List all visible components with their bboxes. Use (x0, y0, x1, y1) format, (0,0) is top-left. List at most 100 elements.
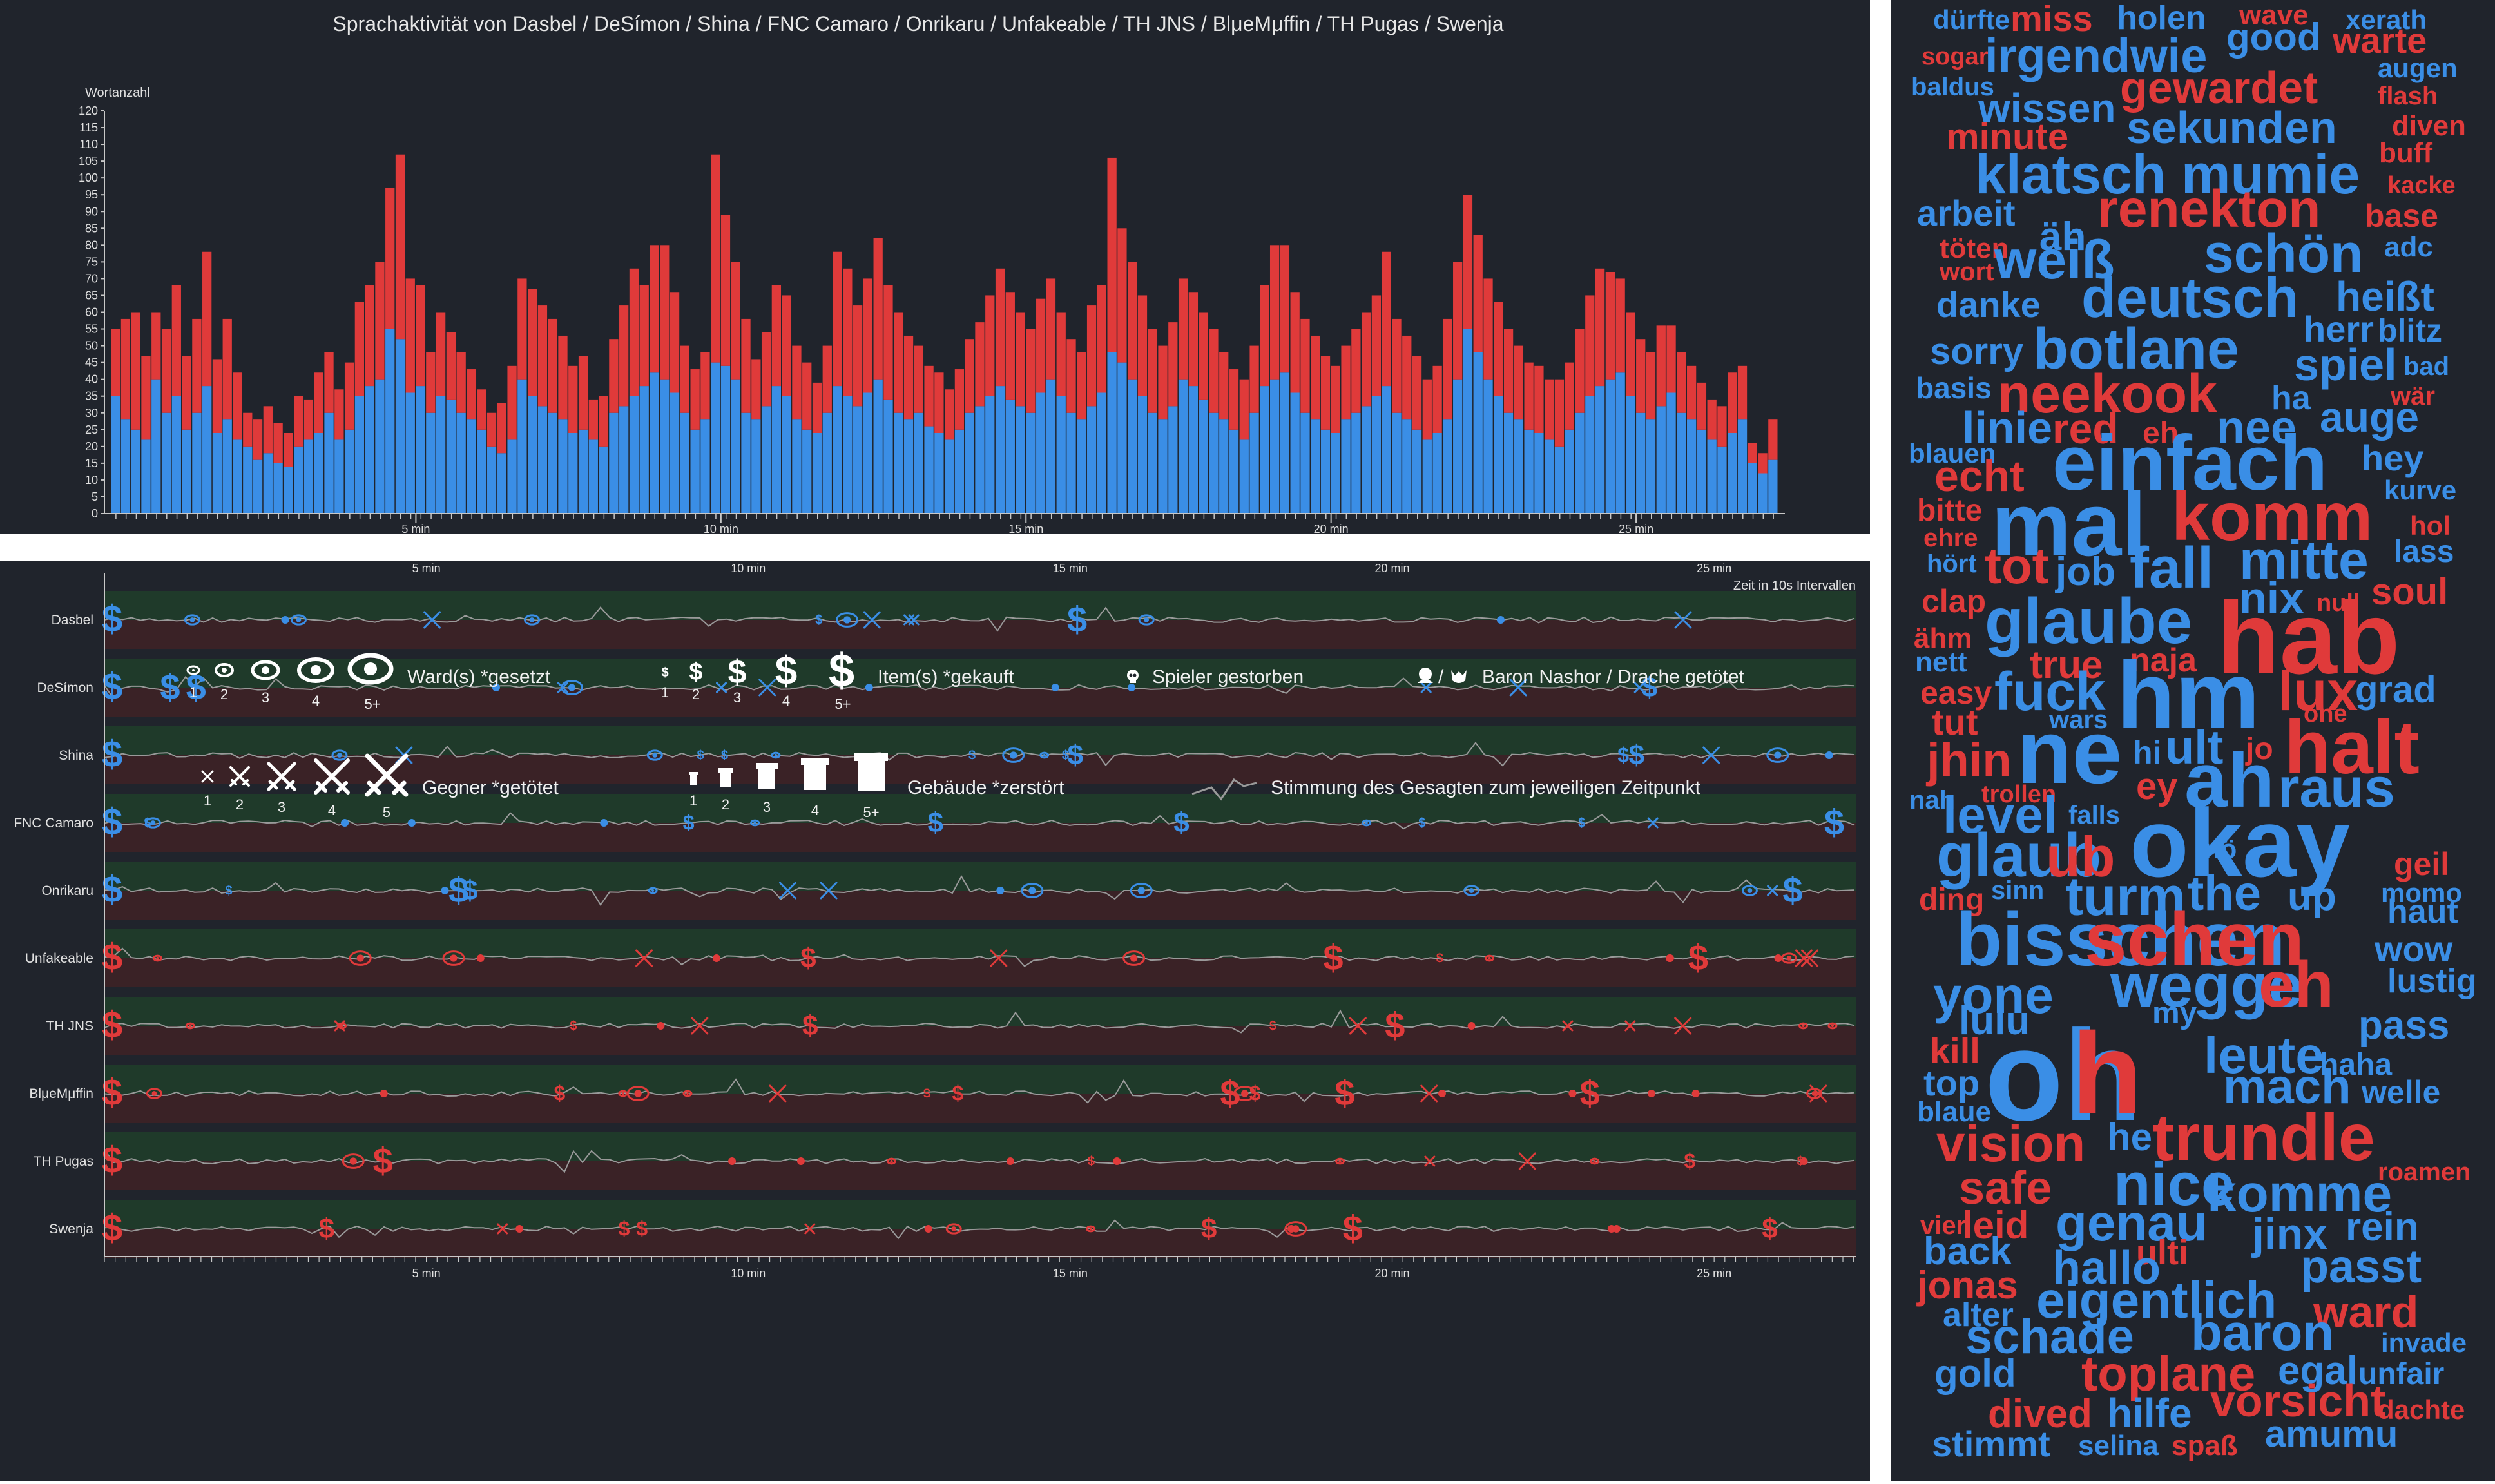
timeline-top-tick-label: 5 min (412, 562, 441, 575)
bar-blue-segment (1148, 412, 1157, 514)
bar-blue-segment (965, 412, 974, 514)
bar-red-segment (192, 318, 202, 413)
bar-blue-segment (792, 419, 802, 514)
skull-icon (1496, 616, 1505, 624)
bar-blue-segment (599, 446, 608, 514)
bar-red-segment (375, 262, 385, 380)
bar-red-segment (528, 289, 537, 396)
bar-red-segment (1615, 278, 1625, 373)
skull-icon (1568, 1090, 1577, 1097)
bar-red-segment (1351, 329, 1361, 413)
player-label: TH Pugas (34, 1154, 93, 1169)
crossed-swords-icon (804, 1223, 816, 1235)
bar-blue-segment (1748, 463, 1757, 514)
bar-blue-segment (903, 419, 914, 514)
bar-blue-segment (405, 392, 415, 514)
bar-red-segment (446, 332, 456, 400)
eye-icon (1463, 885, 1480, 896)
bar-blue-segment (1392, 412, 1402, 514)
bar-blue-segment (883, 399, 893, 514)
bar-red-segment (1585, 295, 1595, 396)
bar-blue-segment (1351, 412, 1361, 514)
bar-red-segment (253, 419, 263, 460)
eye-icon (152, 954, 162, 962)
bar-blue-segment (833, 386, 842, 514)
bar-blue-segment (1300, 412, 1310, 514)
bar-blue-segment (619, 406, 629, 514)
bar-red-segment (1077, 352, 1086, 420)
crossed-swords-icon (1518, 1152, 1536, 1170)
bar-red-segment (1128, 262, 1137, 380)
eye-icon (1039, 751, 1050, 759)
bar-red-segment (1453, 262, 1463, 380)
eye-icon (1741, 885, 1758, 896)
bar-red-segment (812, 382, 822, 433)
bar-blue-segment (1188, 386, 1199, 514)
bar-blue-segment (1524, 429, 1534, 514)
bar-blue-segment (1575, 412, 1585, 514)
bar-red-segment (741, 318, 751, 413)
bar-blue-segment (303, 439, 314, 514)
skull-icon (657, 1022, 665, 1030)
y-tick-label: 20 (85, 440, 98, 453)
x-tick-label: 5 min (401, 523, 430, 534)
eye-icon (1122, 950, 1146, 966)
bar-red-segment (578, 356, 588, 430)
player-label: Shina (59, 748, 93, 763)
bar-red-segment (1686, 365, 1697, 420)
bar-blue-segment (914, 412, 923, 514)
dollar-icon: $ (697, 749, 704, 763)
bar-blue-segment (436, 396, 446, 514)
crossed-swords-icon (334, 1020, 345, 1032)
lane-positive-band (104, 726, 1856, 755)
sentiment-line (104, 812, 1855, 830)
bar-red-segment (222, 318, 232, 420)
dollar-icon: $ (728, 653, 747, 691)
player-label: Swenja (49, 1222, 93, 1237)
bar-red-segment (1748, 443, 1757, 463)
bar-red-segment (558, 335, 568, 420)
bar-red-segment (141, 356, 151, 440)
dollar-icon: $ (102, 1207, 122, 1249)
bar-red-segment (1422, 379, 1432, 440)
bar-blue-segment (1107, 352, 1117, 514)
bar-blue-segment (1534, 433, 1544, 514)
crossed-swords-icon (1702, 746, 1720, 764)
bar-blue-segment (894, 412, 903, 514)
bar-blue-segment (1615, 372, 1625, 514)
bar-blue-segment (528, 396, 537, 514)
eye-icon (251, 660, 280, 680)
lane-negative-band (104, 620, 1856, 649)
bar-blue-segment (680, 412, 689, 514)
bar-red-segment (1219, 352, 1229, 420)
skull-icon (1051, 684, 1059, 691)
dollar-icon: $ (1418, 816, 1425, 831)
lane-negative-band (104, 1161, 1856, 1190)
bar-red-segment (771, 285, 782, 387)
bar-blue-segment (446, 399, 456, 514)
bar-red-segment (1371, 295, 1382, 396)
item-count-3: 3 (733, 689, 741, 706)
eye-icon (1130, 883, 1153, 898)
speech-activity-chart: Sprachaktivität von Dasbel / DeSímon / S… (79, 12, 1785, 535)
dollar-icon: $ (619, 1217, 630, 1240)
y-tick-label: 115 (79, 121, 98, 134)
bar-blue-segment (192, 412, 202, 514)
building-count-3: 3 (763, 799, 771, 815)
dollar-icon: $ (1334, 1072, 1354, 1113)
skull-icon (1666, 954, 1674, 962)
bar-red-segment (334, 389, 344, 440)
bar-blue-segment (284, 467, 293, 514)
timeline-x-tick-label: 5 min (412, 1267, 441, 1280)
lane-positive-band (104, 1200, 1856, 1229)
bar-red-segment (1605, 272, 1615, 380)
skull-icon (281, 616, 289, 624)
bar-red-segment (517, 278, 527, 380)
ward-count-2: 2 (220, 686, 228, 702)
bar-blue-segment (1280, 372, 1290, 514)
crossed-swords-icon (1509, 679, 1527, 697)
bar-red-segment (568, 365, 578, 433)
bar-blue-segment (1402, 419, 1412, 514)
dollar-icon: $ (1173, 807, 1189, 839)
bar-red-segment (354, 302, 365, 396)
